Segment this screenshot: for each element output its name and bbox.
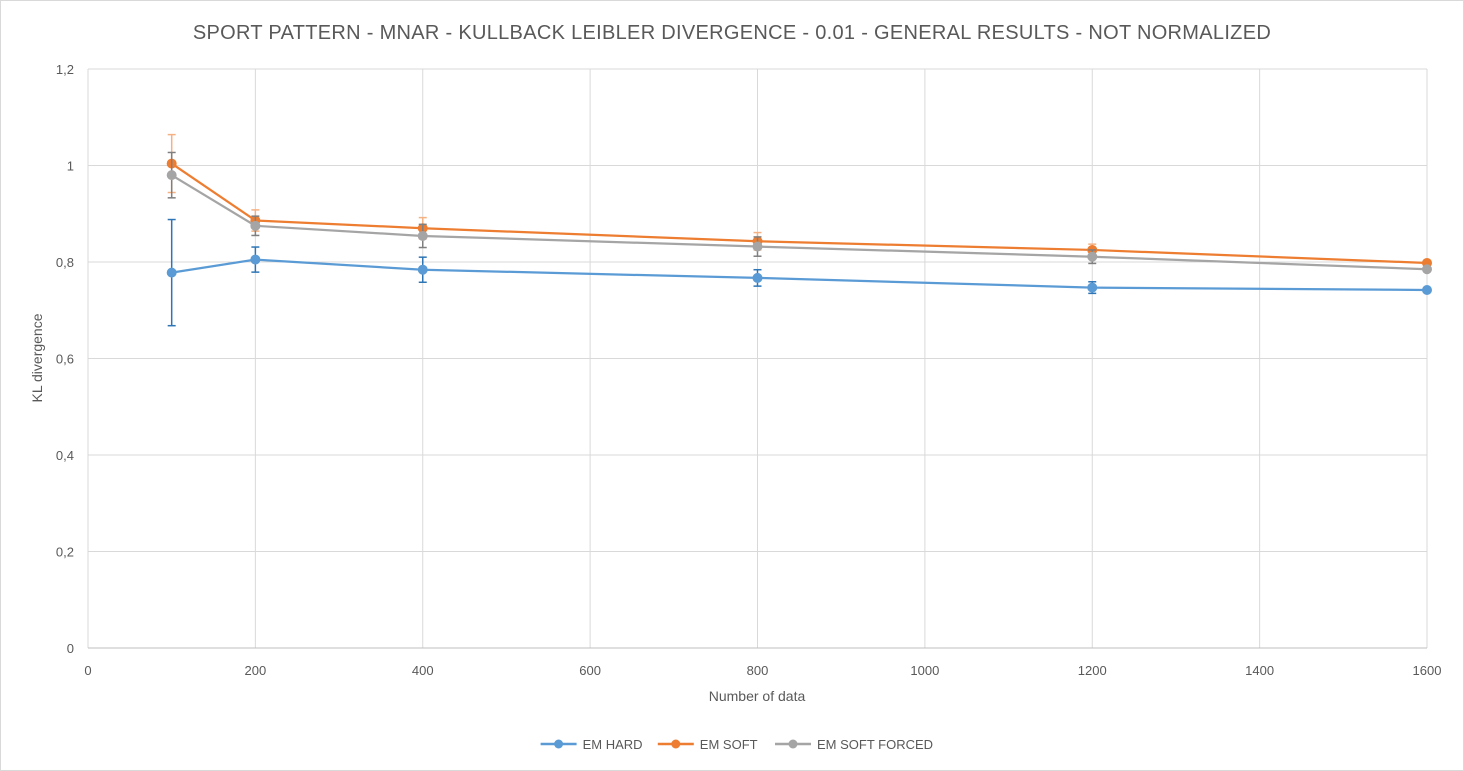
data-point (1087, 282, 1098, 293)
x-axis-title: Number of data (709, 688, 806, 704)
legend-item: EM SOFT FORCED (775, 737, 933, 752)
data-point (752, 272, 763, 283)
y-tick-label: 0 (67, 641, 74, 656)
x-tick-label: 1400 (1245, 663, 1274, 678)
legend-swatch-marker (671, 739, 681, 749)
y-tick-label: 0,6 (56, 352, 74, 367)
y-tick-label: 1,2 (56, 62, 74, 77)
y-tick-label: 0,2 (56, 545, 74, 560)
y-tick-label: 1 (67, 159, 74, 174)
legend-label: EM SOFT (700, 737, 758, 752)
data-point (1422, 284, 1432, 295)
x-tick-label: 1000 (910, 663, 939, 678)
data-point (1087, 251, 1098, 262)
y-axis-title: KL divergence (29, 313, 45, 402)
series-em-soft-forced (166, 151, 1432, 275)
series-line (171, 162, 1428, 265)
series-em-hard (166, 218, 1432, 327)
data-point (1422, 264, 1432, 275)
x-tick-label: 200 (245, 663, 267, 678)
series-layer (166, 133, 1432, 327)
gridlines (87, 68, 1428, 648)
series-line (171, 258, 1428, 292)
x-tick-label: 1600 (1413, 663, 1442, 678)
data-point (417, 230, 428, 241)
x-tick-label: 400 (412, 663, 434, 678)
data-point (250, 254, 261, 265)
x-tick-label: 800 (747, 663, 769, 678)
y-tick-label: 0,4 (56, 448, 74, 463)
legend: EM HARD EM SOFT EM SOFT FORCED (540, 737, 933, 752)
data-point (752, 241, 763, 252)
legend-item: EM SOFT (657, 737, 758, 752)
y-tick-label: 0,8 (56, 255, 74, 270)
legend-swatch-marker (788, 739, 798, 749)
x-tick-label: 600 (579, 663, 601, 678)
chart-title: SPORT PATTERN - MNAR - KULLBACK LEIBLER … (193, 22, 1271, 44)
tick-labels: 0 0,2 0,4 0,6 0,8 1 1,2 0 200 400 600 800 1000 1200 14… (56, 62, 1442, 678)
data-point (166, 267, 177, 278)
x-tick-label: 0 (84, 663, 91, 678)
legend-label: EM SOFT FORCED (817, 737, 933, 752)
legend-label: EM HARD (583, 737, 643, 752)
data-point (250, 220, 261, 231)
x-tick-label: 1200 (1078, 663, 1107, 678)
data-point (166, 170, 177, 181)
series-line (171, 174, 1428, 271)
data-point (417, 264, 428, 275)
legend-swatch-marker (554, 739, 564, 749)
legend-item: EM HARD (540, 737, 643, 752)
